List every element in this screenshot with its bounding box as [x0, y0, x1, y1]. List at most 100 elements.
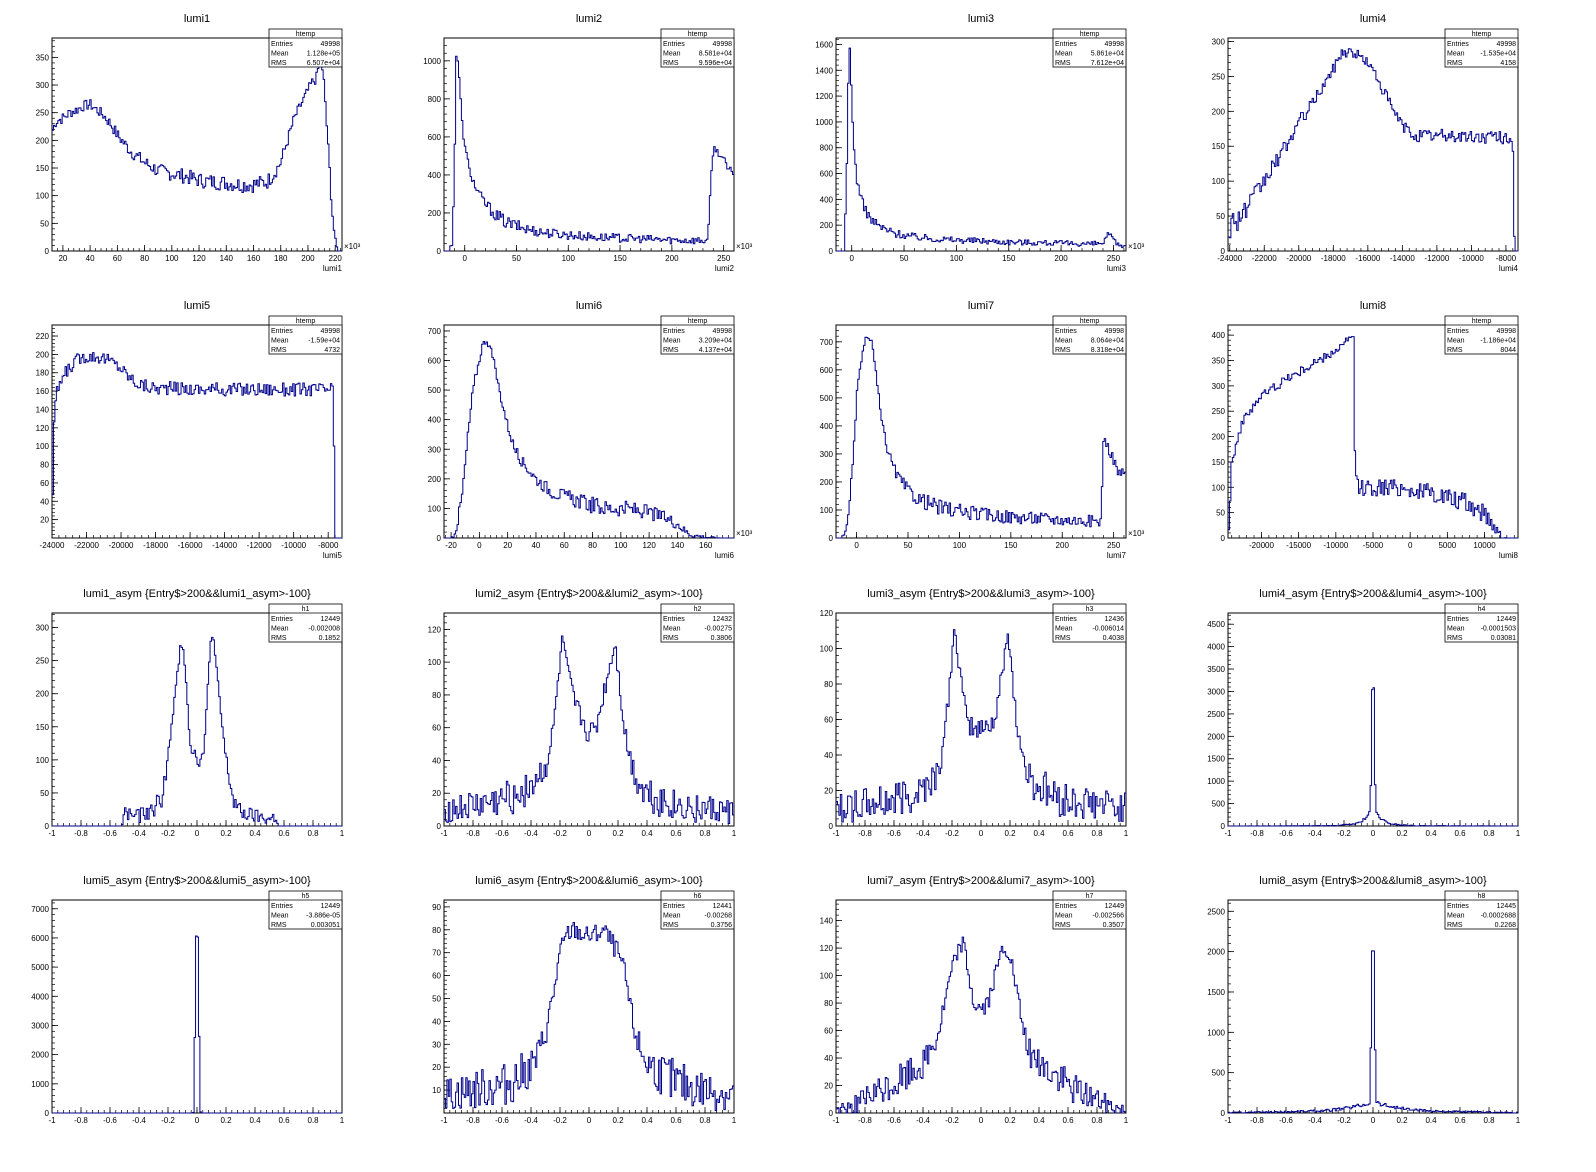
stats-label: Mean	[271, 338, 289, 345]
y-tick-label: 60	[824, 716, 833, 725]
x-tick-label: -0.6	[103, 829, 117, 838]
y-tick-label: 40	[432, 1017, 441, 1026]
stats-label: RMS	[271, 347, 287, 354]
y-tick-label: 0	[829, 1109, 834, 1118]
x-tick-label: 0.6	[670, 829, 682, 838]
x-tick-label: -1	[440, 829, 448, 838]
stats-value: 4.137e+04	[699, 347, 732, 354]
y-tick-label: 100	[820, 645, 834, 654]
panel-lumi2: lumi2 0 50 100 150 200 250 0 200 400 600 800 1000 lum…	[423, 13, 752, 273]
y-tick-label: 10	[432, 1086, 441, 1095]
x-tick-label: 140	[220, 254, 234, 263]
panel-lumi3: lumi3 0 50 100 150 200 250 0 200 400 600 800 1000 120…	[815, 13, 1144, 273]
y-tick-label: 300	[428, 445, 442, 454]
stats-box-frame	[660, 890, 735, 930]
stats-label: RMS	[271, 922, 287, 929]
panel-lumi5: lumi5 -24000 -22000 -20000 -18000 -16000 -1400…	[36, 300, 343, 560]
x-tick-label: 0	[587, 1116, 592, 1125]
y-tick-label: 100	[820, 972, 834, 981]
y-tick-label: 3000	[1207, 687, 1225, 696]
x-tick-label: 0	[854, 541, 859, 550]
panel-title: lumi1_asym {Entry$>200&&lumi1_asym>-100}	[83, 588, 311, 600]
stats-name: h5	[302, 893, 310, 900]
panel-h6: lumi6_asym {Entry$>200&&lumi6_asym>-100}…	[432, 875, 737, 1125]
x-tick-label: 1	[1124, 829, 1129, 838]
stats-value: -1.59e+04	[308, 338, 340, 345]
stats-value: 0.3806	[711, 635, 733, 642]
y-tick-label: 200	[36, 350, 50, 359]
stats-label: Mean	[271, 51, 289, 58]
plot-frame	[1227, 37, 1519, 252]
stats-value: 4732	[324, 347, 340, 354]
stats-name: htemp	[296, 318, 316, 325]
x-tick-label: 1	[1124, 1116, 1129, 1125]
y-tick-label: 20	[40, 516, 49, 525]
y-tick-label: 120	[36, 424, 50, 433]
x-tick-label: -0.2	[161, 829, 175, 838]
stats-name: h6	[694, 893, 702, 900]
stats-value: 0.4038	[1103, 635, 1125, 642]
x-tick-label: -0.8	[858, 1116, 872, 1125]
panel-lumi7: lumi7 0 50 100 150 200 250 0 100 200 300 400 500 600 7…	[820, 300, 1145, 560]
stats-label: Entries	[1447, 41, 1469, 48]
y-tick-label: 0	[829, 534, 834, 543]
y-tick-label: 5000	[31, 963, 49, 972]
x-tick-label: 200	[665, 254, 679, 263]
stats-name: h2	[694, 606, 702, 613]
x-axis-label: lumi2	[715, 264, 735, 273]
stats-value: 8044	[1500, 347, 1516, 354]
x-tick-label: 1	[1516, 1116, 1521, 1125]
y-tick-label: 500	[820, 394, 834, 403]
panel-h3: lumi3_asym {Entry$>200&&lumi3_asym>-100}…	[820, 588, 1129, 838]
x-tick-label: 0.8	[1091, 1116, 1103, 1125]
x-tick-label: -24000	[40, 541, 65, 550]
y-tick-label: 1000	[1207, 1028, 1225, 1037]
stats-label: RMS	[1447, 60, 1463, 67]
y-tick-label: 1500	[1207, 988, 1225, 997]
y-tick-label: 1600	[815, 40, 833, 49]
histogram-line	[52, 636, 342, 827]
stats-value: 0.03081	[1491, 635, 1516, 642]
y-tick-label: 120	[428, 625, 442, 634]
x-tick-label: 0.2	[1004, 1116, 1016, 1125]
x-tick-label: 1	[732, 829, 737, 838]
y-tick-label: 150	[1212, 458, 1226, 467]
stats-box-frame	[1444, 603, 1519, 643]
y-tick-label: 120	[820, 609, 834, 618]
histogram-line	[444, 921, 734, 1111]
panel-title: lumi3	[968, 13, 994, 25]
stats-label: Entries	[1447, 616, 1469, 623]
x-tick-label: 180	[274, 254, 288, 263]
y-tick-label: 100	[1212, 177, 1226, 186]
y-tick-label: 3000	[31, 1021, 49, 1030]
stats-label: Mean	[1055, 338, 1073, 345]
stats-label: Entries	[1055, 903, 1077, 910]
x-tick-label: -0.2	[945, 1116, 959, 1125]
stats-label: RMS	[1447, 922, 1463, 929]
y-tick-label: 600	[820, 366, 834, 375]
y-tick-label: 500	[1212, 1069, 1226, 1078]
stats-label: Entries	[1055, 328, 1077, 335]
panel-lumi8: lumi8 -20000 -15000 -10000 -5000 0 5000 10000 0 5…	[1212, 300, 1519, 560]
x-tick-label: -0.6	[1279, 829, 1293, 838]
x-tick-label: -0.6	[495, 829, 509, 838]
y-tick-label: 40	[40, 497, 49, 506]
x-tick-label: -0.8	[1250, 829, 1264, 838]
y-tick-label: 0	[1221, 247, 1226, 256]
x-tick-label: 0	[477, 541, 482, 550]
y-tick-label: 2500	[1207, 907, 1225, 916]
x-multiplier: ×10³	[736, 529, 753, 538]
x-tick-label: 20	[58, 254, 67, 263]
y-tick-label: 400	[820, 422, 834, 431]
stats-label: Entries	[663, 41, 685, 48]
x-tick-label: -0.8	[858, 829, 872, 838]
y-tick-label: 20	[824, 787, 833, 796]
stats-label: Entries	[271, 328, 293, 335]
stats-label: Mean	[1055, 51, 1073, 58]
y-tick-label: 100	[36, 442, 50, 451]
x-tick-label: 20	[503, 541, 512, 550]
